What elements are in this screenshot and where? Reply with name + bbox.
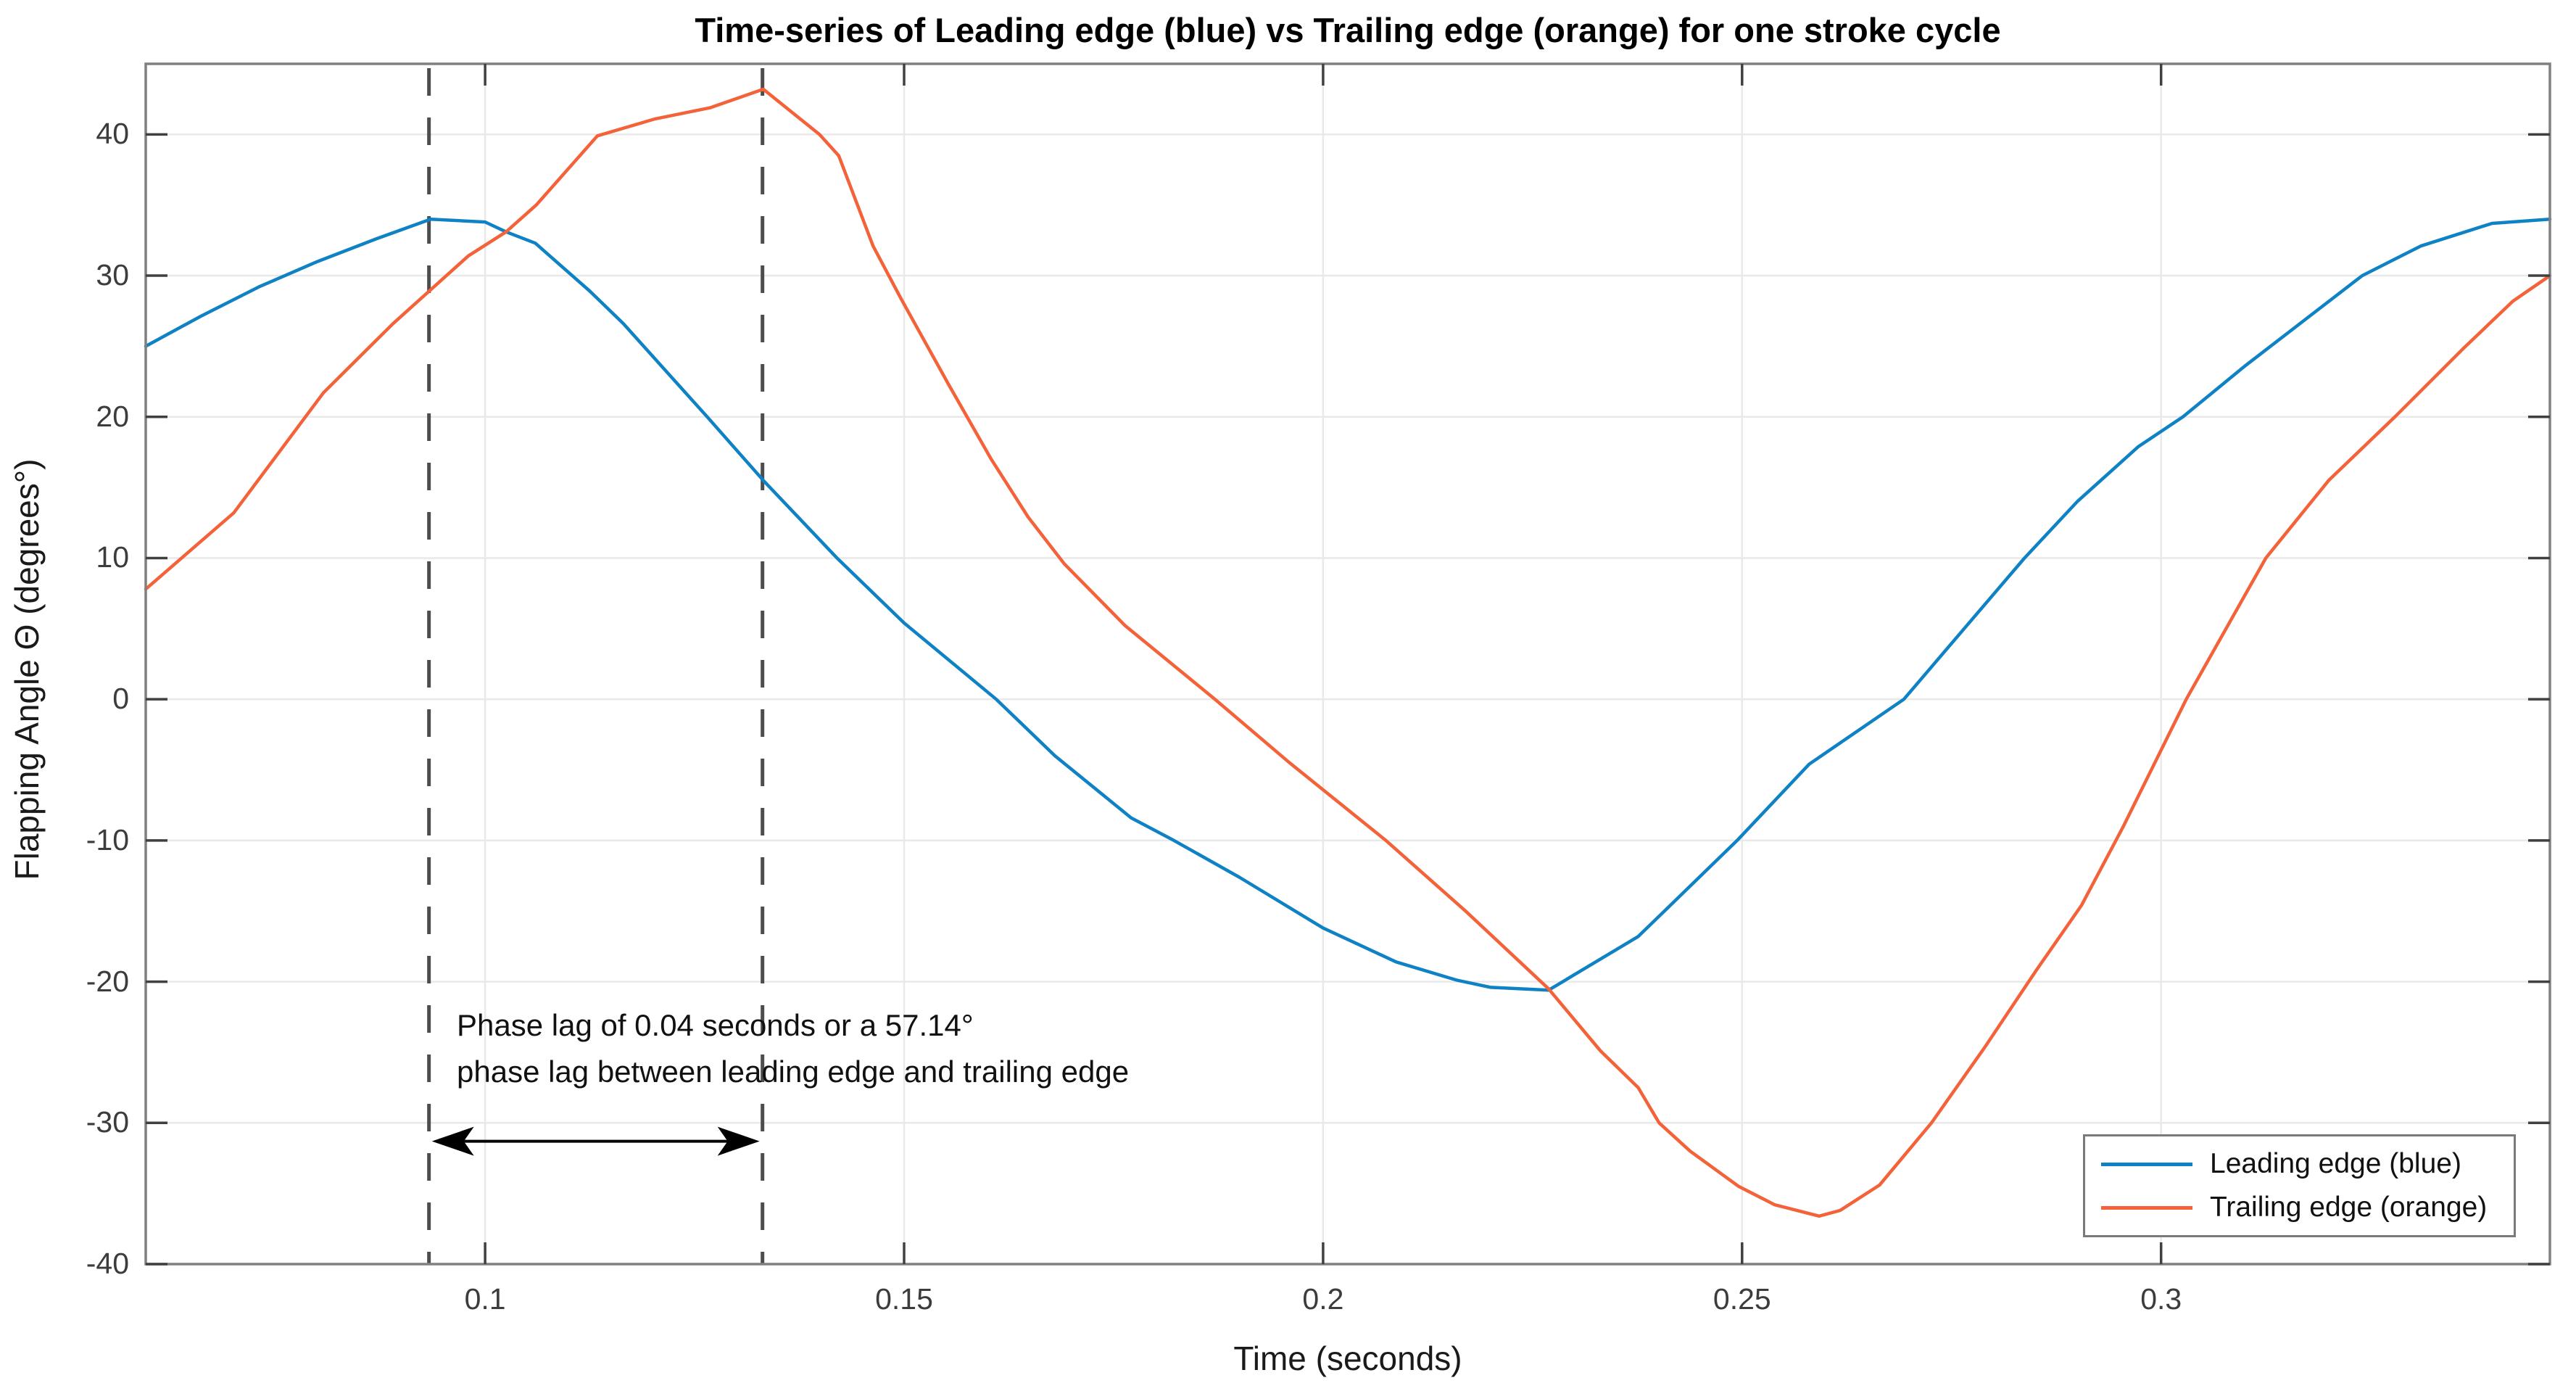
y-tick-label: -20 [86,964,129,998]
x-tick-label: 0.15 [875,1282,933,1316]
chart-title: Time-series of Leading edge (blue) vs Tr… [695,11,2001,49]
y-tick-label: -10 [86,822,129,857]
y-tick-label: -40 [86,1247,129,1280]
legend-row-trailing-edge: Trailing edge (orange) [2085,1192,2514,1223]
phase-arrow-head-left [431,1126,474,1156]
legend-swatch-leading-edge [2101,1162,2192,1166]
x-tick-label: 0.1 [464,1282,506,1316]
legend-label-leading-edge: Leading edge (blue) [2210,1148,2461,1179]
x-tick-label: 0.25 [1712,1282,1771,1316]
legend-label-trailing-edge: Trailing edge (orange) [2210,1192,2488,1223]
trailing-edge-line [144,87,2552,1218]
legend-row-leading-edge: Leading edge (blue) [2085,1148,2514,1180]
x-tick-label: 0.3 [2140,1282,2182,1316]
y-tick-label: 20 [96,399,129,433]
y-tick-label: -30 [86,1105,129,1139]
legend: Leading edge (blue) Trailing edge (orang… [2083,1134,2516,1237]
y-tick-label: 30 [96,258,129,292]
y-tick-label: 10 [96,540,129,574]
annotation-line-1: Phase lag of 0.04 seconds or a 57.14° [457,1008,974,1042]
y-tick-label: 40 [96,117,129,151]
legend-swatch-trailing-edge [2101,1205,2192,1210]
leading-edge-line [144,217,2552,992]
phase-lag-annotation: Phase lag of 0.04 seconds or a 57.14° ph… [457,1002,1129,1095]
phase-arrow-head-right [717,1126,760,1156]
y-tick-label: 0 [112,682,129,716]
x-axis-label: Time (seconds) [1233,1340,1462,1377]
plot-background [146,64,2550,1264]
x-tick-label: 0.2 [1302,1282,1344,1316]
annotation-line-2: phase lag between leading edge and trail… [457,1055,1130,1089]
axis-border [144,62,2551,1266]
